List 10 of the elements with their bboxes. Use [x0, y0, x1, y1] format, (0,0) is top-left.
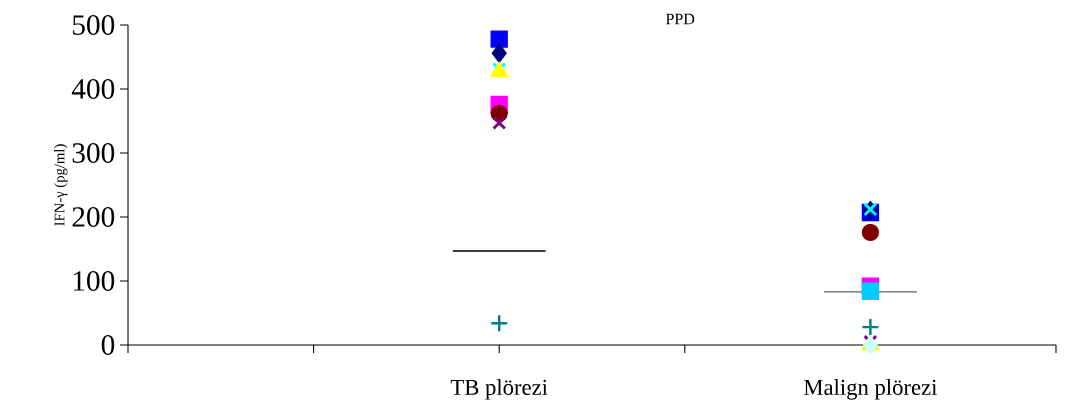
- y-axis-title: IFN-γ (pg/ml): [54, 144, 68, 226]
- y-tick-label: 300: [72, 143, 115, 163]
- x-tick-label: TB plörezi: [450, 379, 548, 400]
- y-tick-label: 400: [71, 79, 115, 99]
- y-tick-label: 500: [73, 15, 115, 35]
- y-tick-label: 0: [101, 335, 115, 355]
- y-tick-label: 100: [73, 271, 115, 291]
- x-tick-label: Malign plörezi: [804, 379, 938, 400]
- chart-title: PPD: [665, 13, 695, 25]
- y-tick-label: 200: [72, 207, 115, 227]
